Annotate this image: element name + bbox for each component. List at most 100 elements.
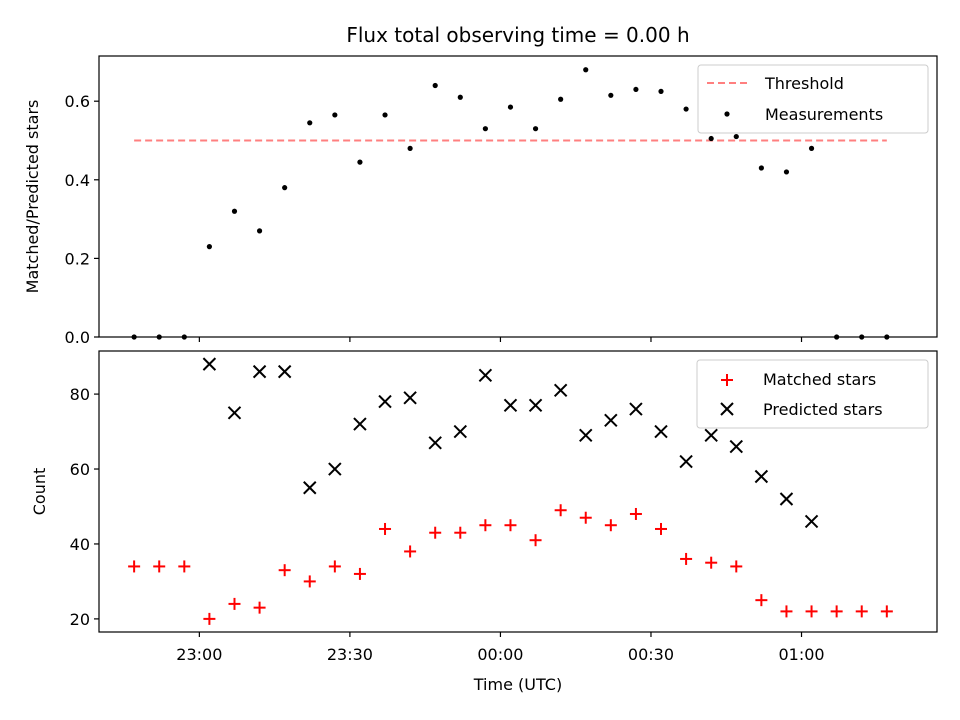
bottom-y-ticks: 20 40 60 80: [70, 385, 99, 629]
measurement-point: [583, 67, 589, 73]
bottom-y-tick-label: 60: [70, 460, 90, 479]
measurement-point: [558, 96, 564, 102]
measurement-point: [206, 244, 212, 250]
predicted-star-point: [202, 357, 217, 371]
matched-star-point: [529, 534, 542, 547]
bottom-x-tick-label: 23:30: [327, 645, 373, 664]
bottom-x-tick-label: 23:00: [176, 645, 222, 664]
measurement-point: [256, 228, 263, 234]
bottom-legend-box: [696, 359, 929, 429]
matched-star-point: [629, 507, 642, 520]
predicted-star-point: [604, 413, 618, 428]
measurement-point: [808, 145, 815, 151]
matched-star-point: [830, 605, 843, 618]
predicted-legend-marker: [720, 402, 734, 416]
top-axes-frame: [98, 55, 938, 338]
predicted-star-point: [579, 428, 593, 443]
bottom-x-ticks: 23:00 23:30 00:00 00:30 01:00: [176, 632, 825, 664]
bottom-y-tick-label: 20: [70, 610, 90, 629]
predicted-star-point: [227, 406, 242, 420]
matched-star-point: [604, 519, 617, 532]
predicted-star-point: [303, 481, 317, 495]
matched-star-point: [128, 560, 141, 573]
measurement-point: [608, 92, 614, 98]
predicted-star-point: [654, 424, 668, 439]
matched-star-point: [479, 519, 492, 532]
matched-star-point: [730, 560, 743, 573]
matched-star-point: [880, 605, 893, 618]
predicted-star-point: [277, 364, 292, 379]
matched-star-point: [404, 545, 417, 558]
measurement-point: [507, 104, 514, 110]
top-y-axis-label: Matched/Predicted stars: [23, 100, 42, 294]
predicted-star-point: [729, 439, 743, 454]
bottom-y-tick-label: 80: [70, 385, 90, 404]
measurement-point: [231, 208, 238, 214]
matched-star-point: [680, 552, 693, 565]
measurements-legend-label: Measurements: [765, 105, 883, 124]
measurement-point: [457, 94, 463, 100]
predicted-star-point: [378, 394, 392, 409]
matched-star-point: [353, 567, 366, 580]
top-plot-layer: [131, 67, 890, 340]
matched-star-point: [429, 526, 442, 539]
bottom-plot-layer: [128, 357, 893, 625]
matched-star-point: [855, 605, 868, 618]
predicted-star-point: [403, 391, 417, 405]
measurement-point: [307, 120, 313, 126]
predicted-star-point: [478, 368, 493, 383]
matched-star-point: [228, 597, 241, 610]
top-y-tick-label: 0.2: [65, 249, 90, 268]
measurement-point: [282, 185, 288, 191]
top-legend-box: [697, 64, 929, 134]
measurement-point: [733, 133, 739, 140]
bottom-x-axis-label: Time (UTC): [473, 675, 562, 694]
measurements-legend-marker: [724, 111, 730, 117]
predicted-star-point: [428, 436, 442, 450]
predicted-star-point: [779, 492, 794, 506]
top-y-tick-label: 0.0: [65, 328, 90, 347]
measurement-point: [382, 112, 388, 118]
bottom-x-tick-label: 00:30: [628, 645, 674, 664]
measurement-point: [658, 88, 664, 94]
matched-star-point: [253, 601, 266, 614]
matched-star-point: [504, 519, 517, 532]
measurement-point: [332, 112, 338, 118]
measurement-point: [708, 135, 714, 142]
measurement-point: [783, 169, 790, 175]
matched-legend-label: Matched stars: [763, 370, 876, 389]
bottom-legend: Matched stars Predicted stars: [696, 359, 929, 429]
measurement-point: [758, 165, 764, 171]
bottom-y-tick-label: 40: [70, 535, 90, 554]
top-y-tick-label: 0.6: [65, 92, 90, 111]
top-y-ticks: 0.0 0.2 0.4 0.6: [65, 92, 99, 347]
top-y-tick-label: 0.4: [65, 171, 90, 190]
bottom-x-tick-label: 00:00: [477, 645, 523, 664]
measurement-point: [407, 145, 413, 151]
predicted-star-point: [754, 469, 769, 484]
top-legend: Threshold Measurements: [697, 64, 929, 134]
predicted-star-point: [629, 402, 643, 416]
top-x-ticks: [198, 337, 803, 342]
predicted-star-point: [252, 364, 267, 379]
matched-star-point: [454, 526, 467, 539]
measurement-point: [432, 82, 438, 89]
predicted-star-point: [704, 428, 718, 443]
matched-star-point: [328, 560, 341, 573]
measurement-point: [482, 126, 488, 132]
matched-star-point: [705, 556, 718, 569]
threshold-legend-label: Threshold: [764, 74, 844, 93]
matched-star-point: [203, 612, 216, 625]
bottom-x-tick-label: 01:00: [778, 645, 824, 664]
matched-star-point: [554, 504, 567, 517]
matched-star-point: [379, 522, 392, 535]
chart-title: Flux total observing time = 0.00 h: [346, 23, 689, 47]
predicted-star-point: [353, 417, 367, 431]
predicted-star-point: [679, 454, 693, 469]
matched-star-point: [755, 594, 768, 607]
predicted-star-point: [328, 462, 342, 476]
matched-star-point: [805, 605, 818, 618]
matched-star-point: [303, 575, 316, 588]
measurement-point: [357, 159, 363, 165]
